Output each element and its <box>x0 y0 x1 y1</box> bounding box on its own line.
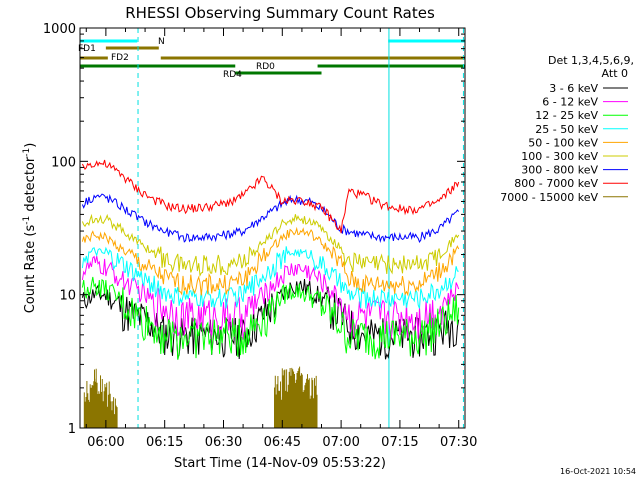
y-tick-label-10: 10 <box>59 289 76 304</box>
y-tick-label-100: 100 <box>51 155 76 170</box>
legend-label-800-7000-kev: 800 - 7000 keV <box>514 177 598 190</box>
series-300-800-kev <box>81 193 460 243</box>
flag-label-fd1: FD1 <box>78 44 96 54</box>
y-axis-label: Count Rate (s-1 detector-1) <box>22 143 38 314</box>
x-tick-label-07-15: 07:15 <box>381 435 418 450</box>
x-axis-label: Start Time (14-Nov-09 05:53:22) <box>174 456 386 471</box>
y-tick-label-1: 1 <box>68 422 76 437</box>
x-tick-label-06-00: 06:00 <box>87 435 124 450</box>
x-tick-label-06-45: 06:45 <box>264 435 301 450</box>
series-50-100-kev <box>81 226 460 297</box>
y-tick-label-1000: 1000 <box>43 22 76 37</box>
render-timestamp: 16-Oct-2021 10:54 <box>560 467 636 476</box>
series-800-7000-kev <box>81 159 460 234</box>
x-tick-label-07-30: 07:30 <box>440 435 477 450</box>
x-tick-label-06-30: 06:30 <box>205 435 242 450</box>
legend-label-7000-15000-kev: 7000 - 15000 keV <box>500 191 598 204</box>
legend-label-100-300-kev: 100 - 300 keV <box>521 150 598 163</box>
series-12-25-kev <box>81 276 460 360</box>
legend-label-25-50-kev: 25 - 50 keV <box>535 123 598 136</box>
series-100-300-kev <box>81 213 460 278</box>
x-tick-label-07-00: 07:00 <box>322 435 359 450</box>
flag-label-n: N <box>158 37 165 47</box>
series-6-12-kev <box>81 255 460 341</box>
legend-header-line-1: Det 1,3,4,5,6,9, <box>548 54 634 67</box>
legend-header-line-2: Att 0 <box>602 67 628 80</box>
legend-label-300-800-kev: 300 - 800 keV <box>521 164 598 177</box>
observing-flag-bars: N FD1 FD2 RD0 RD4 <box>78 37 465 80</box>
legend-label-12-25-kev: 12 - 25 keV <box>535 109 598 122</box>
chart-title: RHESSI Observing Summary Count Rates <box>125 4 435 22</box>
x-tick-label-06-15: 06:15 <box>146 435 183 450</box>
y-axis-label-end: ) <box>23 143 38 148</box>
flag-label-rd4: RD4 <box>223 70 242 80</box>
y-axis-ticks: 1 10 100 1000 <box>43 22 465 437</box>
series-25-50-kev <box>81 246 459 310</box>
legend-label-6-12-kev: 6 - 12 keV <box>542 96 598 109</box>
vertical-markers <box>79 28 464 428</box>
series-7000-15000-kev <box>83 366 318 428</box>
x-axis-ticks: 06:00 06:15 06:30 06:45 07:00 07:15 07:30 <box>85 28 477 450</box>
flag-label-fd2: FD2 <box>111 53 129 63</box>
y-axis-label-mid: detector <box>23 156 38 216</box>
y-axis-label-main: Count Rate (s <box>23 225 38 314</box>
y-axis-label-sup1: -1 <box>22 216 32 225</box>
legend-label-50-100-kev: 50 - 100 keV <box>528 136 598 149</box>
flag-label-rd0: RD0 <box>256 62 275 72</box>
series-3-6-kev <box>81 279 460 360</box>
plot-frame <box>79 27 466 429</box>
legend-label-3-6-kev: 3 - 6 keV <box>549 82 598 95</box>
series-group <box>81 159 460 428</box>
y-axis-label-sup2: -1 <box>22 148 32 157</box>
